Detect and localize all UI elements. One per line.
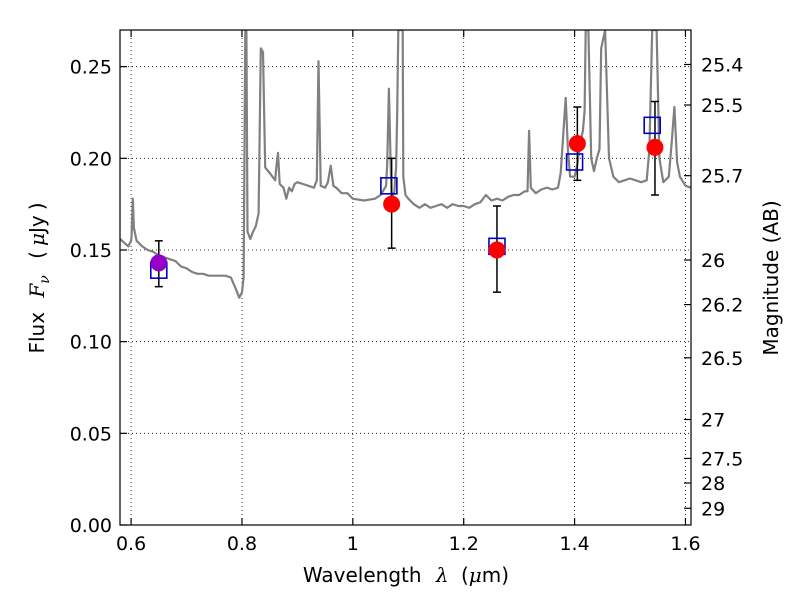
y-tick-label-5: 0.25	[70, 57, 112, 79]
y-tick-label-2: 0.10	[70, 332, 112, 354]
tick-marks	[120, 30, 691, 526]
x-axis-title: Wavelength λ (μm)	[303, 563, 509, 587]
mag-tick-label-6: 27	[701, 410, 725, 432]
y-tick-label-3: 0.15	[70, 240, 112, 262]
x-axis-title-unit-open: (	[461, 563, 469, 587]
y-tick-labels: 0.00 0.05 0.10 0.15 0.20 0.25	[70, 57, 112, 537]
mag-tick-label-3: 26	[701, 250, 725, 272]
y-tick-label-1: 0.05	[70, 423, 112, 445]
observed-point-3	[568, 135, 586, 153]
y-axis-title-unit-mu: μ	[25, 233, 49, 246]
model-photometry-square-3	[565, 153, 584, 171]
observed-point-1	[383, 195, 401, 213]
y-tick-label-4: 0.20	[70, 148, 112, 170]
x-tick-label-2: 1	[347, 533, 359, 555]
mag-tick-label-5: 26.5	[701, 348, 743, 370]
grid-lines	[120, 30, 691, 526]
observed-point-0	[150, 254, 168, 272]
model-photometry-square-4	[643, 116, 661, 135]
x-tick-label-1: 0.8	[227, 533, 257, 555]
y-tick-label-0: 0.00	[70, 515, 112, 537]
y-axis-title-unit-rest: Jy	[25, 215, 49, 235]
magnitude-tick-labels: 25.4 25.5 25.7 26 26.2 26.5 27 27.5 28 29	[701, 54, 743, 520]
x-axis-title-unit-rest: m)	[482, 563, 509, 587]
x-tick-label-0: 0.6	[116, 533, 146, 555]
y-axis-title: Flux Fν ( μJy)	[25, 202, 54, 353]
mag-tick-label-7: 27.5	[701, 448, 743, 470]
mag-tick-label-0: 25.4	[701, 54, 743, 76]
x-axis-title-symbol: λ	[435, 563, 449, 587]
mag-tick-label-1: 25.5	[701, 95, 743, 117]
y-axis-title-symbol: F	[25, 283, 49, 299]
right-axis-title: Magnitude (AB)	[759, 200, 783, 355]
axes-frame	[119, 29, 692, 526]
model-spectrum-line	[120, 30, 691, 299]
mag-tick-label-2: 25.7	[701, 166, 743, 188]
observed-point-2	[488, 241, 506, 259]
mag-tick-label-8: 28	[701, 473, 725, 495]
mag-tick-label-9: 29	[701, 498, 725, 520]
x-tick-labels: 0.6 0.8 1 1.2 1.4 1.6	[116, 533, 701, 555]
x-tick-label-4: 1.4	[559, 533, 589, 555]
x-tick-label-5: 1.6	[670, 533, 700, 555]
x-axis-title-unit-mu: μ	[469, 563, 482, 587]
x-tick-label-3: 1.2	[449, 533, 479, 555]
model-photometry-square-1	[380, 177, 398, 195]
y-axis-title-unit-close: )	[25, 202, 49, 210]
y-axis-title-prefix: Flux	[25, 312, 49, 354]
y-axis-title-unit-open: (	[25, 251, 49, 259]
x-axis-title-prefix: Wavelength	[303, 563, 422, 587]
observed-point-4	[646, 138, 664, 156]
mag-tick-label-4: 26.2	[701, 295, 743, 317]
plot-area	[120, 30, 691, 299]
y-axis-title-sub: ν	[37, 275, 53, 284]
plot-frame	[119, 29, 692, 526]
